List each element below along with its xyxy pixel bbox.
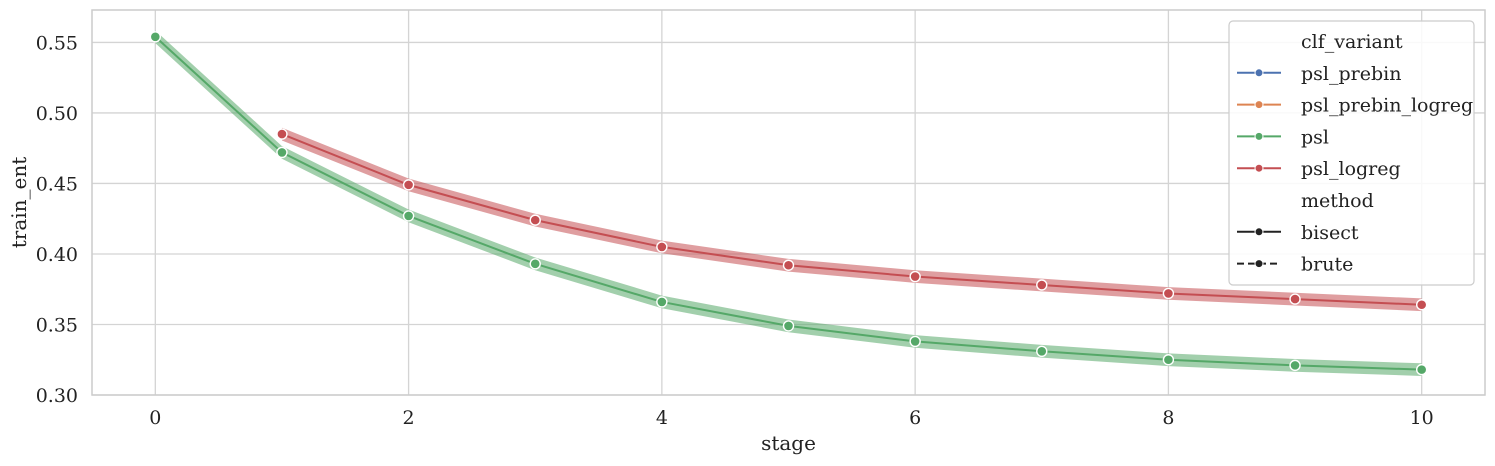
series-markers <box>149 31 1428 376</box>
legend: clf_variant psl_prebin psl_prebin_logregps… <box>1228 20 1475 286</box>
y-tick-label: 0.45 <box>36 173 78 195</box>
legend-entry-label: bisect <box>1301 222 1359 244</box>
data-point-psl <box>276 146 288 159</box>
legend-title-clf-variant: clf_variant <box>1301 31 1403 53</box>
data-point-psl <box>1036 345 1048 357</box>
data-point-psl_logreg <box>1415 299 1428 311</box>
legend-swatch-marker <box>1254 259 1264 269</box>
data-point-psl_logreg <box>529 214 541 226</box>
data-point-psl <box>1162 354 1175 366</box>
legend-entry-label: brute <box>1301 254 1353 276</box>
legend-swatch-marker <box>1254 227 1264 237</box>
legend-entry-label: psl_logreg <box>1301 158 1401 180</box>
x-tick-label: 2 <box>403 407 415 429</box>
x-axis-label: stage <box>761 431 816 455</box>
y-tick-label: 0.50 <box>36 103 78 125</box>
data-point-psl_logreg <box>656 241 668 253</box>
x-tick-labels: 0 2 4 6 8 10 <box>149 407 1434 429</box>
legend-swatch-marker <box>1254 68 1264 78</box>
legend-swatch-marker <box>1254 100 1264 110</box>
legend-title-method: method <box>1301 190 1374 212</box>
data-point-psl_logreg <box>909 270 921 283</box>
data-point-psl <box>402 210 415 222</box>
data-point-psl <box>529 258 541 270</box>
legend-entry-label: psl_prebin <box>1301 63 1401 85</box>
series-line-psl_logreg <box>281 133 1422 306</box>
x-tick-label: 6 <box>909 407 921 429</box>
confidence-bands <box>155 30 1422 376</box>
data-point-psl_logreg <box>276 128 288 140</box>
data-point-psl_logreg <box>782 259 795 271</box>
y-tick-labels: 0.30 0.35 0.40 0.45 0.50 0.55 <box>36 32 78 407</box>
legend-entry-label: psl_prebin_logreg <box>1301 95 1473 117</box>
confidence-band-psl_logreg <box>281 127 1422 312</box>
legend-swatch-marker <box>1254 131 1264 141</box>
x-tick-label: 10 <box>1410 407 1434 429</box>
data-point-psl <box>149 31 162 43</box>
x-tick-label: 0 <box>149 407 161 429</box>
data-point-psl_logreg <box>1289 293 1301 305</box>
legend-swatch-marker <box>1254 163 1264 173</box>
data-point-psl_logreg <box>1036 279 1048 291</box>
data-point-psl <box>1415 363 1428 376</box>
y-tick-label: 0.30 <box>36 385 78 407</box>
y-tick-label: 0.35 <box>36 314 78 336</box>
data-point-psl <box>1289 359 1301 372</box>
legend-box <box>1228 20 1475 286</box>
y-tick-label: 0.55 <box>36 32 78 54</box>
y-tick-label: 0.40 <box>36 244 78 266</box>
x-tick-label: 4 <box>656 407 668 429</box>
data-point-psl <box>782 320 795 332</box>
x-tick-label: 8 <box>1162 407 1174 429</box>
data-point-psl_logreg <box>1162 287 1175 300</box>
legend-entry-label: psl <box>1301 126 1329 148</box>
data-point-psl <box>656 296 668 308</box>
data-point-psl <box>909 335 921 348</box>
data-point-psl_logreg <box>402 179 415 191</box>
y-axis-label: train_ent <box>7 157 31 249</box>
plot-frame <box>91 9 1486 396</box>
